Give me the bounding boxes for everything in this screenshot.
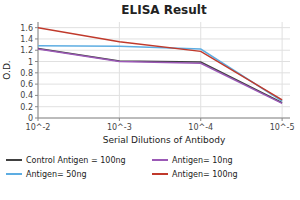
grid-line <box>38 27 290 28</box>
series-line <box>38 46 282 101</box>
y-axis <box>38 22 39 118</box>
tick <box>35 106 38 107</box>
tick-label: 0.8 <box>20 69 33 78</box>
legend-label: Antigen= 50ng <box>26 170 87 179</box>
series-line <box>38 28 282 100</box>
legend-swatch <box>6 159 22 161</box>
tick-label: 0.4 <box>20 91 33 100</box>
legend-swatch <box>6 173 22 175</box>
grid-line <box>38 72 290 73</box>
tick <box>35 38 38 39</box>
legend: Control Antigen = 100ng Antigen= 10ng Anti… <box>6 156 238 179</box>
tick <box>35 50 38 51</box>
grid-line <box>38 38 290 39</box>
grid-line <box>38 95 290 96</box>
tick-label: 0 <box>28 114 33 123</box>
legend-label: Control Antigen = 100ng <box>26 156 126 165</box>
tick-label: 1.4 <box>20 35 33 44</box>
series-line <box>38 49 282 103</box>
axis-label: O.D. <box>2 60 12 79</box>
tick <box>38 118 39 121</box>
grid-line <box>38 84 290 85</box>
grid-line <box>119 22 120 118</box>
grid-line <box>38 22 39 118</box>
chart: ELISA Result 0 0.2 0.4 0.6 0.8 1 1.2 1.4 1.6 10^-2… <box>0 0 300 200</box>
tick <box>35 95 38 96</box>
legend-label: Antigen= 100ng <box>172 170 238 179</box>
tick <box>119 118 120 121</box>
axis-label: Serial Dilutions of Antibody <box>103 135 226 145</box>
grid-line <box>38 118 290 119</box>
plot-area <box>38 28 282 104</box>
tick <box>282 118 283 121</box>
grid-line <box>38 106 290 107</box>
legend-label: Antigen= 10ng <box>172 156 233 165</box>
title: ELISA Result <box>121 3 207 17</box>
tick <box>35 27 38 28</box>
tick-label: 1 <box>28 58 33 67</box>
tick-label: 10^-2 <box>26 123 51 132</box>
tick-label: 10^-3 <box>107 123 132 132</box>
tick-label: 0.6 <box>20 80 33 89</box>
legend-swatch <box>152 159 168 161</box>
tick-label: 1.6 <box>20 24 33 33</box>
legend-swatch <box>152 173 168 175</box>
tick-label: 1.2 <box>20 46 33 55</box>
tick <box>35 61 38 62</box>
grid-line <box>38 50 290 51</box>
tick-label: 10^-4 <box>188 123 213 132</box>
tick <box>200 118 201 121</box>
grid <box>38 22 290 118</box>
series-line <box>38 49 282 103</box>
x-axis <box>38 118 290 119</box>
tick <box>35 72 38 73</box>
tick-label: 0.2 <box>20 103 33 112</box>
grid-line <box>200 22 201 118</box>
tick-label: 10^-5 <box>270 123 295 132</box>
tick <box>35 84 38 85</box>
